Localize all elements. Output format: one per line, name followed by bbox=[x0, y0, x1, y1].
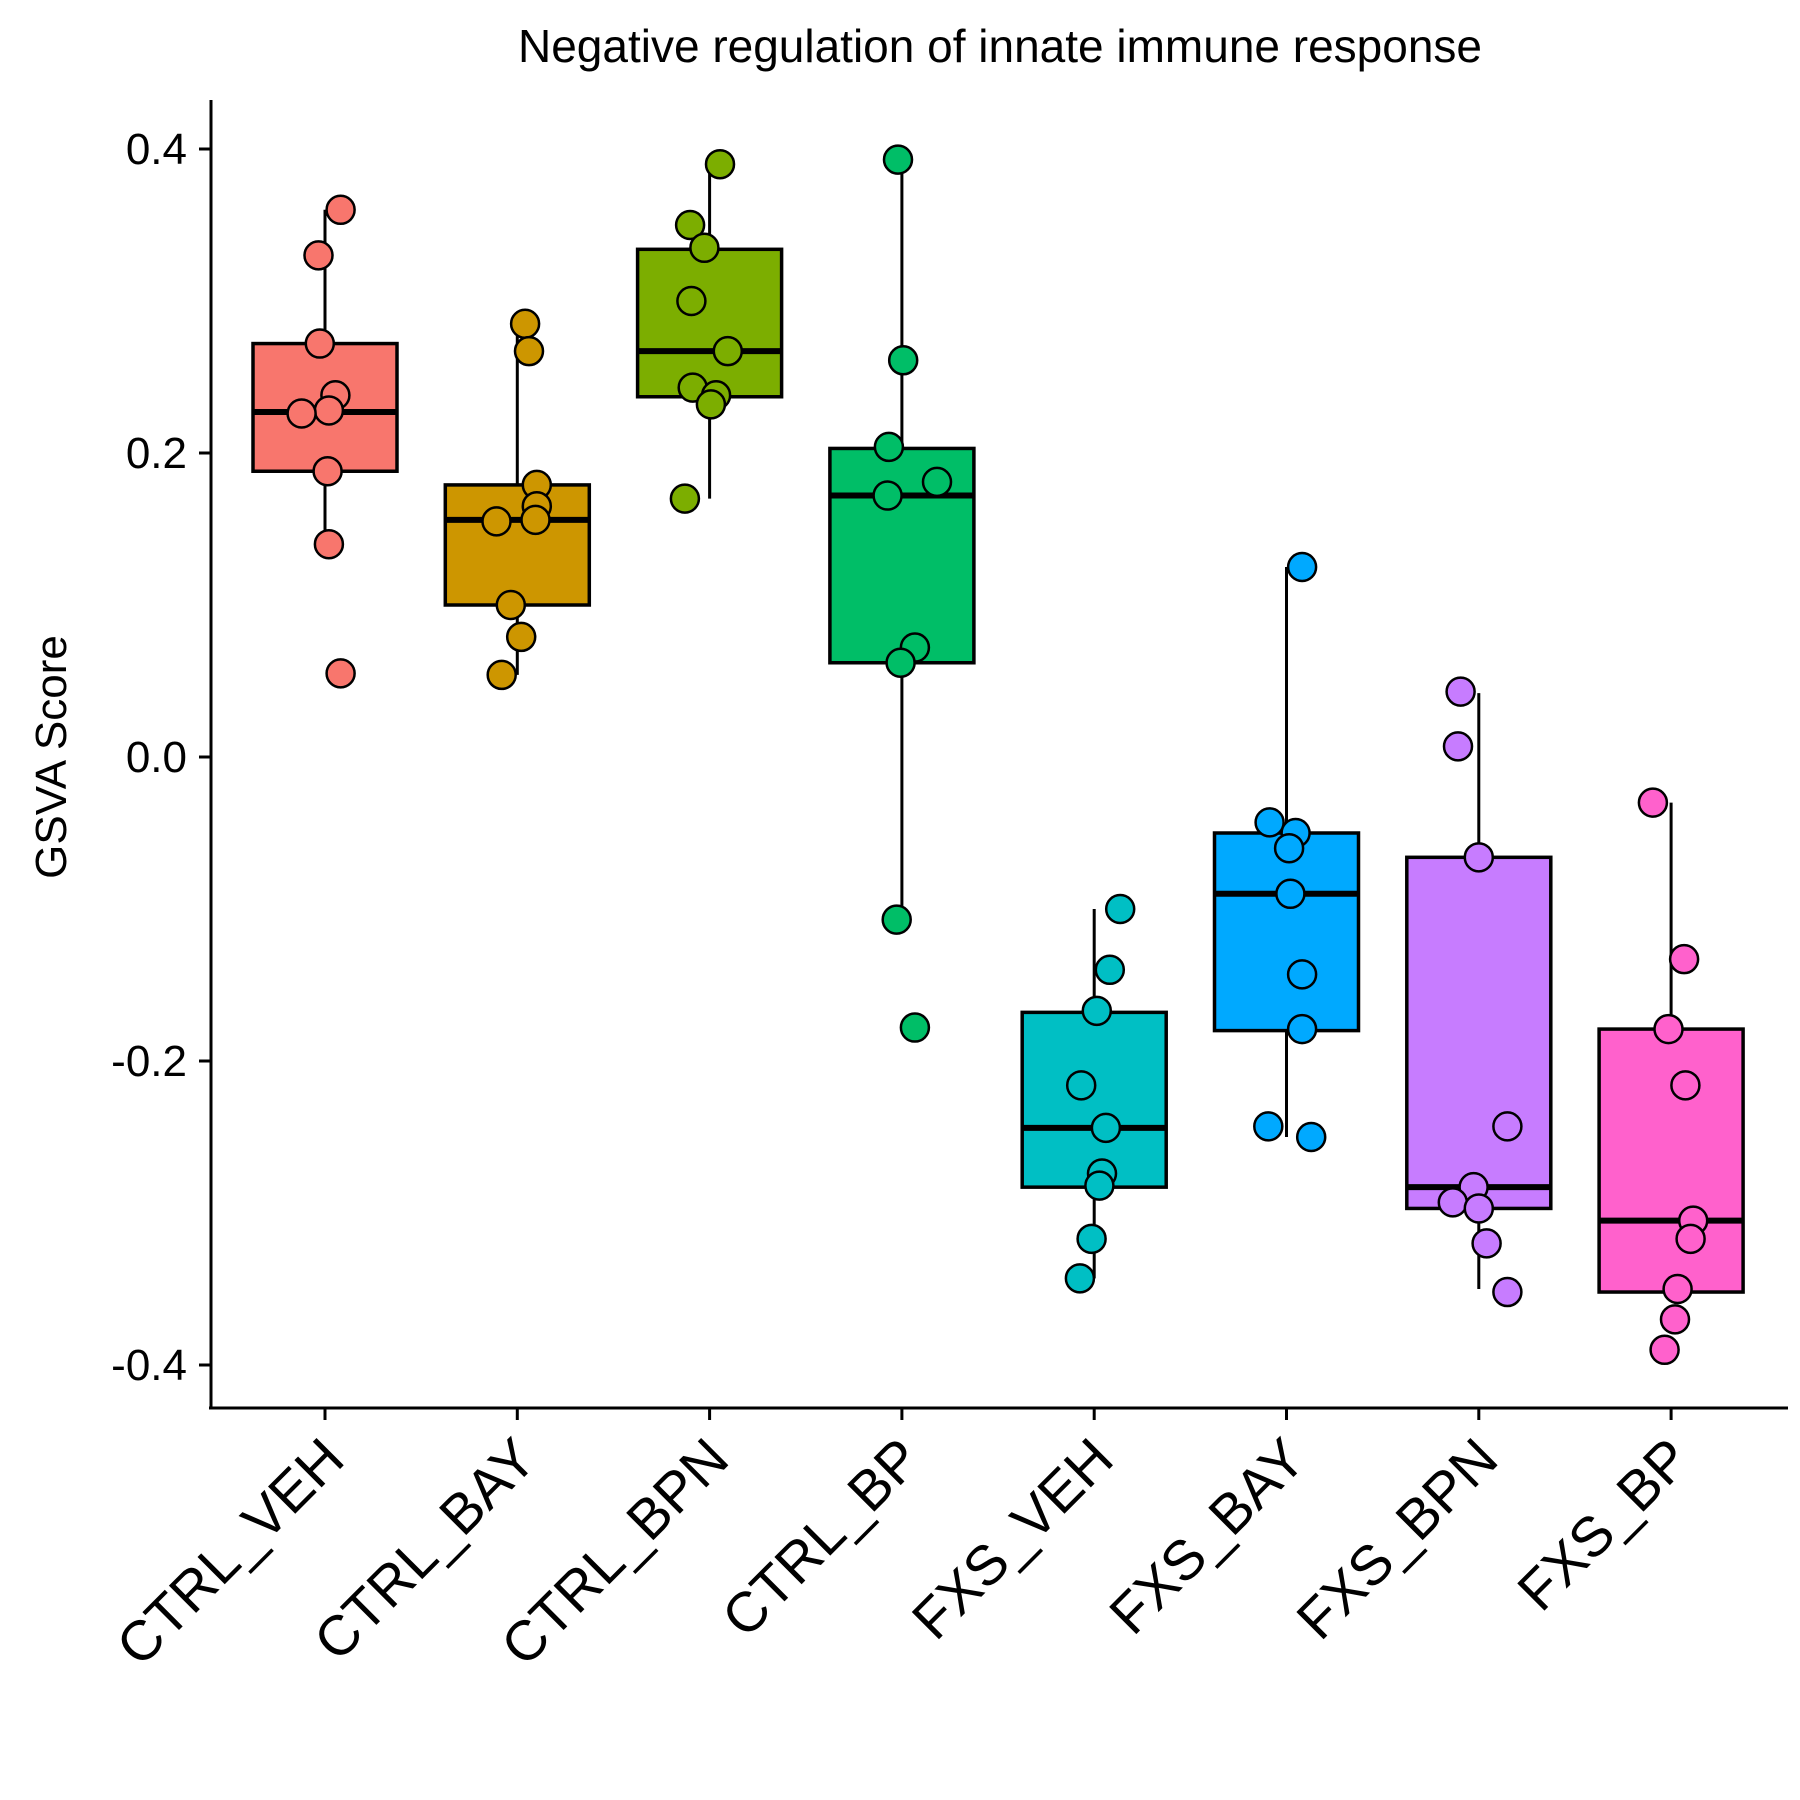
data-point bbox=[1659, 1304, 1691, 1335]
y-tick-label: 0.0 bbox=[126, 733, 187, 782]
data-point bbox=[513, 335, 545, 367]
y-tick-label: 0.2 bbox=[126, 429, 187, 478]
box bbox=[443, 483, 592, 607]
box-group-ctrl-bpn bbox=[635, 148, 784, 514]
data-point bbox=[312, 455, 343, 487]
box-group-fxs-bpn bbox=[1405, 676, 1553, 1308]
data-point bbox=[303, 240, 334, 271]
data-point bbox=[899, 1012, 931, 1043]
data-point bbox=[689, 232, 720, 264]
data-point bbox=[1662, 1273, 1693, 1305]
x-tick-label: FXS_BP bbox=[1505, 1426, 1701, 1622]
data-point bbox=[1295, 1121, 1327, 1153]
data-point bbox=[1437, 1187, 1469, 1218]
data-point bbox=[704, 148, 736, 180]
x-tick-label: CTRL_BP bbox=[710, 1426, 933, 1649]
data-point bbox=[1104, 893, 1136, 925]
data-point bbox=[695, 389, 727, 420]
plot-area bbox=[251, 144, 1745, 1366]
data-point bbox=[1253, 1111, 1284, 1142]
chart-title: Negative regulation of innate immune res… bbox=[518, 20, 1482, 72]
data-point bbox=[304, 328, 336, 359]
data-point bbox=[1442, 731, 1474, 762]
data-point bbox=[505, 621, 537, 653]
data-point bbox=[873, 431, 905, 463]
box-group-fxs-bay bbox=[1212, 551, 1361, 1153]
data-point bbox=[325, 658, 356, 689]
data-point bbox=[1637, 787, 1669, 818]
data-point bbox=[286, 398, 317, 429]
data-point bbox=[313, 528, 345, 560]
box bbox=[1212, 831, 1361, 1033]
box-group-ctrl-bay bbox=[443, 308, 592, 691]
data-point bbox=[1064, 1263, 1096, 1294]
data-point bbox=[1463, 842, 1495, 873]
data-point bbox=[1675, 1223, 1706, 1255]
y-tick-label: -0.4 bbox=[111, 1341, 187, 1390]
data-point bbox=[881, 904, 912, 935]
x-tick-label: FXS_VEH bbox=[900, 1426, 1125, 1651]
box bbox=[1020, 1010, 1168, 1189]
data-point bbox=[1081, 995, 1113, 1027]
data-point bbox=[1254, 807, 1285, 838]
data-point bbox=[1273, 832, 1305, 864]
data-point bbox=[882, 144, 914, 175]
data-point bbox=[887, 345, 919, 376]
data-point bbox=[1492, 1276, 1523, 1308]
data-point bbox=[325, 194, 356, 226]
x-tick-label: FXS_BAY bbox=[1097, 1426, 1317, 1646]
data-point bbox=[1492, 1111, 1523, 1142]
data-point bbox=[1668, 943, 1700, 975]
data-point bbox=[1090, 1112, 1122, 1144]
data-point bbox=[674, 209, 706, 241]
data-point bbox=[1286, 1013, 1318, 1045]
y-tick-label: -0.2 bbox=[111, 1037, 187, 1086]
box bbox=[1597, 1027, 1745, 1294]
box bbox=[828, 446, 976, 665]
data-point bbox=[676, 285, 707, 317]
data-point bbox=[1076, 1223, 1107, 1255]
data-point bbox=[495, 589, 527, 621]
box-group-ctrl-bp bbox=[828, 144, 976, 1043]
data-point bbox=[1094, 954, 1126, 986]
y-axis-label: GSVA Score bbox=[27, 635, 76, 879]
data-point bbox=[1286, 551, 1318, 583]
box bbox=[1405, 855, 1553, 1211]
data-point bbox=[1065, 1070, 1097, 1101]
data-point bbox=[1463, 1193, 1495, 1224]
data-point bbox=[1286, 959, 1318, 990]
data-point bbox=[509, 308, 541, 340]
data-point bbox=[872, 480, 903, 511]
box bbox=[635, 247, 784, 399]
data-point bbox=[885, 647, 916, 679]
data-point bbox=[1649, 1334, 1680, 1366]
data-point bbox=[712, 335, 744, 367]
data-point bbox=[1445, 676, 1476, 707]
data-point bbox=[313, 395, 345, 426]
data-point bbox=[1471, 1228, 1502, 1259]
data-point bbox=[921, 466, 953, 498]
data-point bbox=[669, 483, 701, 514]
x-ticks: CTRL_VEHCTRL_BAYCTRL_BPNCTRL_BPFXS_VEHFX… bbox=[104, 1408, 1702, 1677]
box-group-ctrl-veh bbox=[251, 194, 399, 689]
data-point bbox=[520, 504, 551, 536]
x-tick-label: FXS_BPN bbox=[1284, 1426, 1509, 1651]
y-tick-label: 0.4 bbox=[126, 125, 187, 174]
data-point bbox=[1670, 1070, 1701, 1101]
data-point bbox=[1275, 878, 1306, 910]
data-point bbox=[1084, 1170, 1115, 1201]
box-group-fxs-veh bbox=[1020, 893, 1168, 1294]
box-group-fxs-bp bbox=[1597, 787, 1745, 1366]
y-ticks: -0.4 -0.2 0.0 0.2 0.4 bbox=[111, 125, 211, 1390]
data-point bbox=[481, 506, 512, 537]
data-point bbox=[1653, 1013, 1684, 1045]
data-point bbox=[486, 659, 517, 691]
